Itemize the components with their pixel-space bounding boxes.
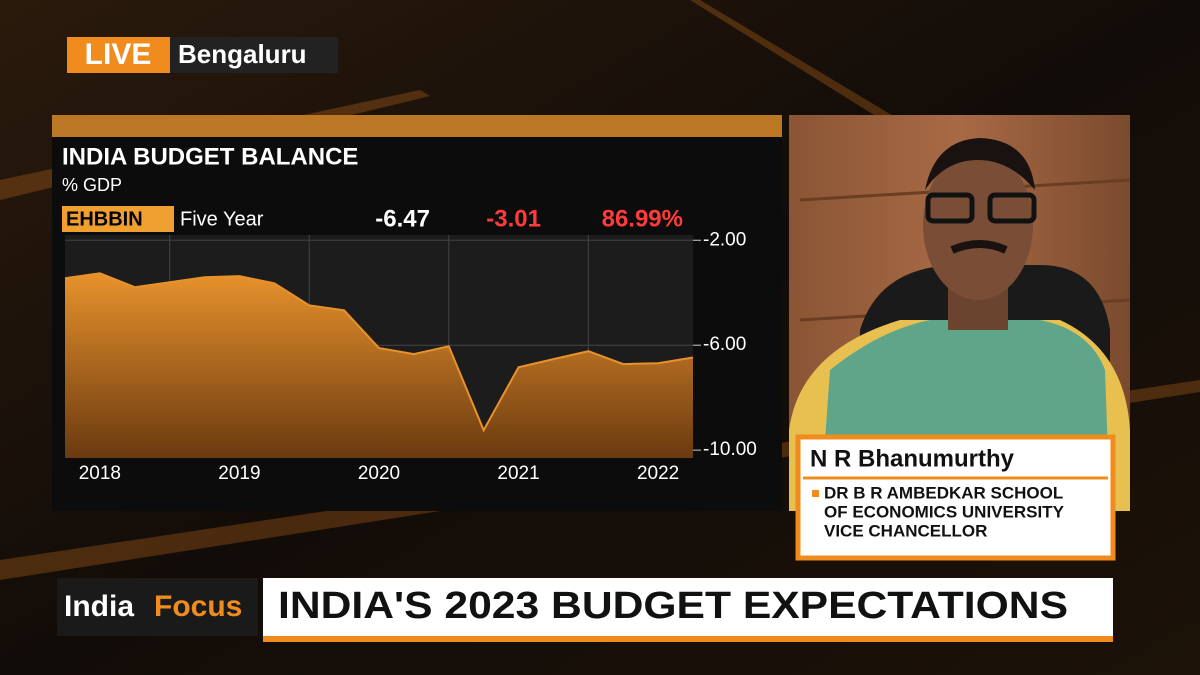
headline-underline [263, 636, 1113, 642]
ticker-badge [62, 206, 174, 232]
location-badge [170, 37, 338, 73]
show-name-2: Focus [154, 590, 242, 623]
glasses-right [987, 192, 1037, 224]
x-tick-label: 2021 [497, 463, 539, 484]
x-tick-label: 2018 [79, 463, 121, 484]
chart-stat: 86.99% [602, 205, 683, 232]
live-label: LIVE [85, 38, 152, 71]
glasses-left [925, 192, 975, 224]
live-badge [67, 37, 170, 73]
x-tick-label: 2022 [637, 463, 679, 484]
y-tick-label: -2.00 [703, 229, 746, 250]
chart-stat: -6.47 [375, 205, 430, 232]
chart-stat: -3.01 [486, 205, 541, 232]
area [65, 273, 693, 458]
bullet [812, 490, 819, 497]
guest-name: N R Bhanumurthy [810, 445, 1015, 472]
hair [925, 138, 1035, 190]
guest-title-line: OF ECONOMICS UNIVERSITY [824, 502, 1065, 521]
moustache [950, 240, 1008, 254]
chart-header-bar [52, 115, 782, 137]
face [923, 150, 1033, 300]
headline: INDIA'S 2023 BUDGET EXPECTATIONS [278, 585, 1068, 627]
show-name-1: India [64, 590, 134, 623]
ticker: EHBBIN [66, 208, 143, 230]
location-label: Bengaluru [178, 39, 307, 69]
line [64, 272, 694, 433]
guest-title-line: VICE CHANCELLOR [824, 521, 987, 540]
guest-title-line: DR B R AMBEDKAR SCHOOL [824, 483, 1063, 502]
chart-subtitle: % GDP [62, 175, 122, 195]
y-tick-label: -6.00 [703, 334, 746, 355]
x-tick-label: 2019 [218, 463, 260, 484]
period: Five Year [180, 208, 264, 230]
show-badge [57, 578, 258, 636]
headline-bar [263, 578, 1113, 636]
chart-title: INDIA BUDGET BALANCE [62, 143, 358, 170]
y-tick-label: -10.00 [703, 439, 757, 460]
x-tick-label: 2020 [358, 463, 400, 484]
name-card [795, 434, 1116, 561]
